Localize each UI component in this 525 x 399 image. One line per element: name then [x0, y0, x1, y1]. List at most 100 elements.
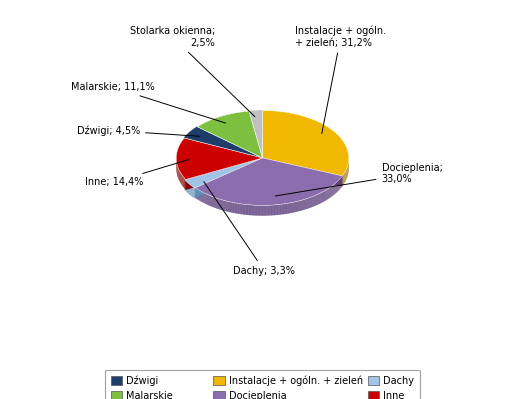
Polygon shape: [206, 194, 207, 205]
Polygon shape: [176, 138, 262, 180]
Polygon shape: [205, 194, 206, 204]
Polygon shape: [215, 198, 216, 208]
Polygon shape: [298, 201, 299, 211]
Polygon shape: [311, 197, 312, 207]
Polygon shape: [279, 204, 280, 215]
Polygon shape: [223, 200, 224, 211]
Polygon shape: [275, 205, 276, 215]
Polygon shape: [235, 203, 236, 213]
Polygon shape: [229, 202, 230, 212]
Polygon shape: [310, 197, 311, 208]
Polygon shape: [284, 204, 285, 214]
Polygon shape: [211, 196, 212, 207]
Polygon shape: [290, 203, 291, 213]
Polygon shape: [209, 195, 210, 206]
Polygon shape: [258, 205, 259, 216]
Polygon shape: [283, 204, 284, 214]
Text: Dachy; 3,3%: Dachy; 3,3%: [204, 182, 295, 276]
Polygon shape: [195, 158, 262, 198]
Polygon shape: [293, 202, 294, 213]
Polygon shape: [262, 158, 342, 186]
Polygon shape: [246, 205, 247, 215]
Polygon shape: [241, 204, 242, 214]
Polygon shape: [289, 203, 290, 213]
Polygon shape: [214, 197, 215, 208]
Polygon shape: [218, 199, 219, 209]
Polygon shape: [245, 204, 246, 215]
Polygon shape: [309, 198, 310, 208]
Polygon shape: [301, 200, 302, 211]
Polygon shape: [291, 203, 292, 213]
Polygon shape: [264, 205, 265, 216]
Polygon shape: [314, 196, 315, 206]
Polygon shape: [226, 201, 227, 211]
Polygon shape: [212, 196, 213, 207]
Polygon shape: [295, 202, 296, 212]
Polygon shape: [217, 198, 218, 209]
Polygon shape: [308, 198, 309, 209]
Text: Inne; 14,4%: Inne; 14,4%: [85, 160, 189, 187]
Polygon shape: [285, 203, 286, 214]
Polygon shape: [195, 158, 342, 205]
Polygon shape: [232, 202, 233, 213]
Polygon shape: [303, 200, 304, 210]
Polygon shape: [317, 194, 318, 205]
Polygon shape: [220, 200, 222, 210]
Polygon shape: [208, 195, 209, 205]
Text: Docieplenia;
33,0%: Docieplenia; 33,0%: [276, 163, 443, 196]
Polygon shape: [316, 195, 317, 205]
Polygon shape: [272, 205, 274, 215]
Polygon shape: [183, 126, 261, 158]
Polygon shape: [224, 200, 225, 211]
Text: Dźwigi; 4,5%: Dźwigi; 4,5%: [77, 125, 200, 136]
Polygon shape: [300, 200, 301, 211]
Polygon shape: [274, 205, 275, 215]
Polygon shape: [256, 205, 257, 215]
Polygon shape: [249, 205, 250, 215]
Polygon shape: [225, 201, 226, 211]
Polygon shape: [288, 203, 289, 213]
Polygon shape: [304, 199, 305, 210]
Polygon shape: [239, 203, 240, 214]
Polygon shape: [299, 201, 300, 211]
Polygon shape: [213, 197, 214, 207]
Polygon shape: [297, 201, 298, 212]
Polygon shape: [240, 204, 241, 214]
Polygon shape: [231, 202, 232, 213]
Polygon shape: [257, 205, 258, 215]
Polygon shape: [197, 111, 262, 158]
Polygon shape: [244, 204, 245, 215]
Polygon shape: [203, 192, 204, 203]
Polygon shape: [249, 110, 262, 157]
Polygon shape: [250, 205, 251, 215]
Polygon shape: [276, 205, 277, 215]
Polygon shape: [322, 192, 323, 202]
Polygon shape: [194, 158, 261, 198]
Polygon shape: [260, 205, 261, 216]
Polygon shape: [313, 196, 314, 207]
Polygon shape: [251, 205, 252, 215]
Polygon shape: [281, 204, 282, 215]
Polygon shape: [315, 196, 316, 206]
Polygon shape: [268, 205, 269, 215]
Text: Stolarka okienna;
2,5%: Stolarka okienna; 2,5%: [130, 26, 255, 117]
Polygon shape: [270, 205, 271, 215]
Polygon shape: [292, 202, 293, 213]
Polygon shape: [259, 205, 260, 216]
Polygon shape: [296, 201, 297, 212]
Polygon shape: [238, 203, 239, 214]
Polygon shape: [234, 203, 235, 213]
Legend: Dźwigi, Malarskie, Stolarka okienna, Instalacje + ogóln. + zieleń, Docieplenia, : Dźwigi, Malarskie, Stolarka okienna, Ins…: [105, 369, 420, 399]
Polygon shape: [266, 205, 267, 216]
Polygon shape: [277, 205, 278, 215]
Polygon shape: [269, 205, 270, 215]
Polygon shape: [222, 200, 223, 210]
Polygon shape: [185, 158, 261, 188]
Polygon shape: [312, 196, 313, 207]
Polygon shape: [219, 199, 220, 209]
Polygon shape: [185, 158, 261, 190]
Polygon shape: [236, 203, 237, 213]
Polygon shape: [323, 191, 324, 202]
Polygon shape: [305, 199, 306, 209]
Polygon shape: [233, 203, 234, 213]
